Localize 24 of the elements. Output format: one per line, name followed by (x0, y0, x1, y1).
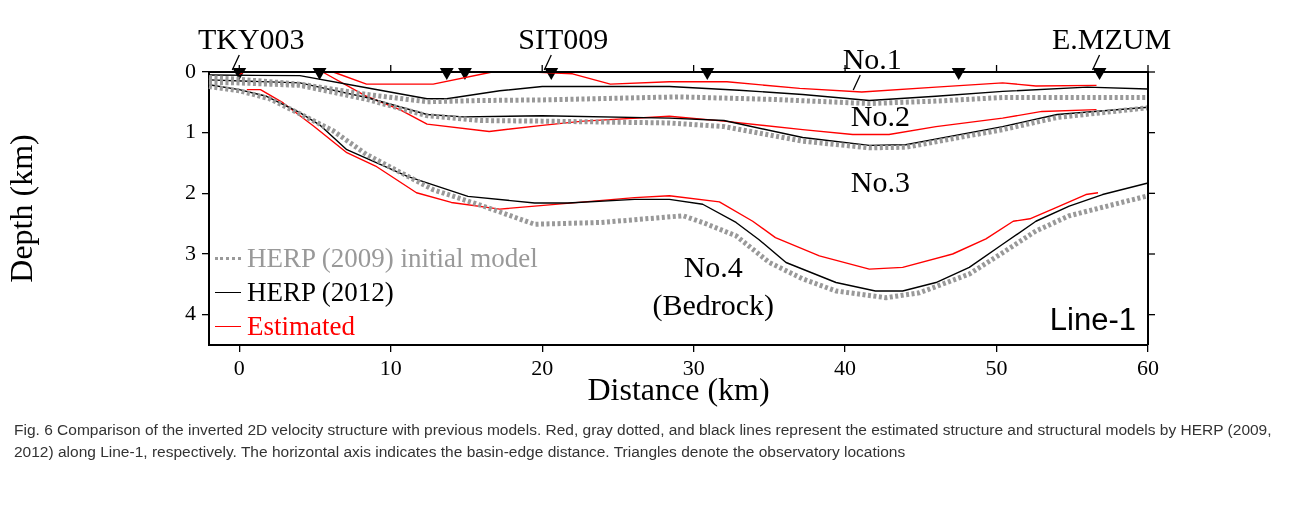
x-tick-label: 20 (531, 354, 554, 380)
legend-label: HERP (2012) (247, 276, 394, 309)
annotation: E.MZUM (1051, 21, 1172, 55)
y-tick-label: 4 (185, 300, 196, 326)
annotation: Line-1 (1049, 302, 1136, 338)
annotation: No.1 (842, 41, 902, 75)
y-tick-label: 2 (185, 179, 196, 205)
x-tick-label: 10 (379, 354, 402, 380)
annotation: No.2 (850, 99, 910, 133)
legend-label: HERP (2009) initial model (247, 242, 538, 275)
y-tick-label: 0 (185, 57, 196, 83)
x-tick-label: 50 (985, 354, 1008, 380)
y-axis-title: Depth (km) (2, 134, 39, 283)
x-tick-label: 40 (834, 354, 857, 380)
x-tick-label: 60 (1137, 354, 1159, 380)
annotation: TKY003 (197, 21, 305, 55)
y-tick-label: 3 (185, 239, 196, 265)
legend-label: Estimated (247, 310, 355, 343)
x-tick-label: 0 (233, 354, 245, 380)
annotation: No.4 (Bedrock) (652, 249, 775, 322)
annotation: SIT009 (518, 21, 609, 55)
annotation: No.3 (850, 164, 910, 198)
y-tick-label: 1 (185, 118, 196, 144)
caption: Fig. 6 Comparison of the inverted 2D velocity structure with previous models. Red, gray dotted, and black lines represent the estimated structure and structural models by HERP (2009, 2012) along Line-1, respectively. The horizontal axis indicates the basin-edge distance. Triangles denote the observatory locations (14, 420, 1273, 462)
